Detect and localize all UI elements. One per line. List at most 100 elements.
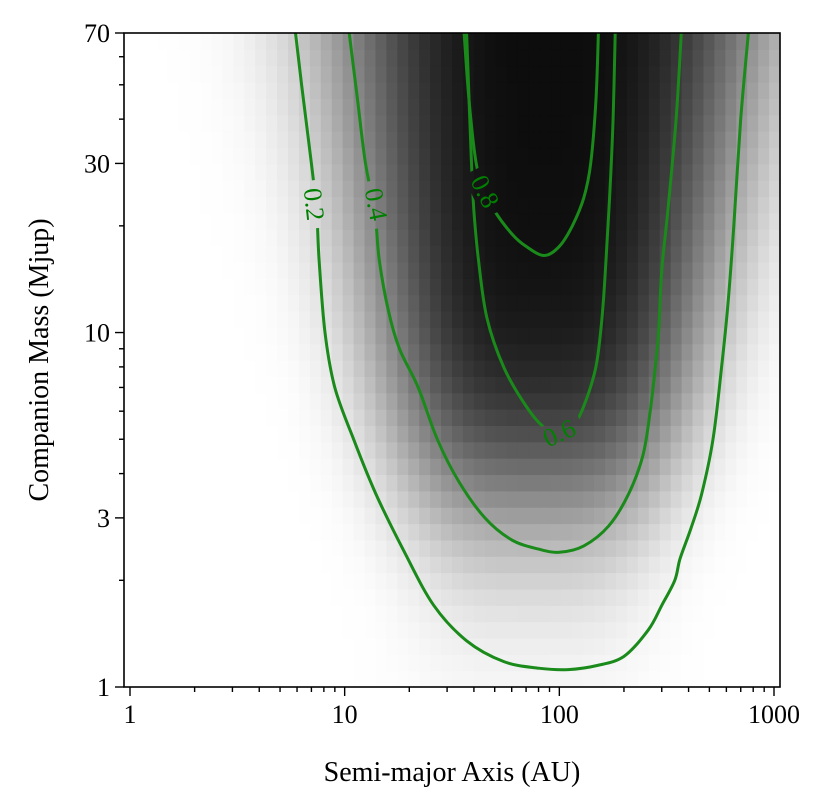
- heatmap-cell: [605, 278, 617, 296]
- heatmap-cell: [178, 621, 191, 639]
- heatmap-cell: [681, 49, 694, 67]
- heatmap-cell: [583, 556, 595, 574]
- heatmap-cell: [681, 605, 694, 623]
- heatmap-cell: [725, 392, 737, 410]
- heatmap-cell: [134, 65, 147, 83]
- heatmap-cell: [539, 114, 551, 132]
- heatmap-cell: [134, 523, 147, 541]
- heatmap-cell: [200, 441, 213, 459]
- heatmap-cell: [375, 360, 387, 377]
- heatmap-cell: [484, 278, 497, 296]
- heatmap-cell: [626, 196, 639, 214]
- heatmap-cell: [452, 114, 464, 132]
- heatmap-cell: [309, 98, 322, 116]
- heatmap-cell: [364, 327, 377, 345]
- heatmap-cell: [255, 229, 267, 247]
- heatmap-cell: [124, 392, 136, 410]
- heatmap-cell: [648, 163, 661, 181]
- heatmap-cell: [441, 163, 453, 181]
- heatmap-cell: [342, 425, 355, 443]
- heatmap-cell: [255, 376, 267, 394]
- heatmap-cell: [594, 180, 606, 198]
- heatmap-cell: [747, 490, 759, 508]
- heatmap-cell: [156, 278, 169, 296]
- heatmap-cell: [572, 294, 584, 312]
- heatmap-cell: [397, 376, 409, 394]
- heatmap-cell: [692, 310, 705, 328]
- heatmap-cell: [517, 33, 530, 50]
- heatmap-cell: [495, 360, 508, 377]
- heatmap-cell: [550, 114, 562, 132]
- heatmap-cell: [277, 343, 289, 361]
- heatmap-cell: [134, 605, 147, 623]
- heatmap-cell: [266, 278, 278, 296]
- heatmap-cell: [397, 588, 409, 606]
- heatmap-cell: [736, 196, 748, 214]
- heatmap-cell: [583, 278, 595, 296]
- heatmap-cell: [386, 65, 398, 83]
- heatmap-cell: [320, 180, 333, 198]
- heatmap-cell: [539, 212, 551, 230]
- heatmap-cell: [189, 539, 202, 557]
- heatmap-cell: [255, 212, 267, 230]
- heatmap-cell: [288, 523, 300, 541]
- heatmap-cell: [298, 474, 311, 492]
- heatmap-cell: [167, 229, 180, 247]
- heatmap-cell: [189, 131, 202, 149]
- heatmap-cell: [233, 360, 245, 377]
- heatmap-cell: [616, 98, 628, 116]
- heatmap-cell: [517, 670, 530, 687]
- heatmap-cell: [124, 229, 136, 247]
- heatmap-cell: [637, 343, 650, 361]
- heatmap-cell: [189, 98, 202, 116]
- heatmap-cell: [386, 376, 398, 394]
- heatmap-cell: [244, 294, 256, 312]
- heatmap-cell: [747, 474, 759, 492]
- heatmap-cell: [605, 637, 617, 655]
- heatmap-cell: [714, 458, 726, 476]
- heatmap-cell: [298, 131, 311, 149]
- heatmap-cell: [517, 343, 530, 361]
- heatmap-cell: [659, 245, 672, 263]
- heatmap-cell: [462, 327, 475, 345]
- heatmap-cell: [145, 147, 158, 165]
- heatmap-cell: [714, 114, 726, 132]
- heatmap-cell: [189, 392, 202, 410]
- heatmap-cell: [517, 556, 530, 574]
- heatmap-cell: [364, 131, 377, 149]
- heatmap-cell: [353, 343, 366, 361]
- heatmap-cell: [506, 163, 519, 181]
- heatmap-cell: [616, 131, 628, 149]
- heatmap-cell: [331, 261, 344, 279]
- heatmap-cell: [145, 588, 158, 606]
- heatmap-cell: [222, 409, 234, 426]
- heatmap-cell: [659, 507, 672, 525]
- heatmap-cell: [703, 147, 715, 165]
- heatmap-cell: [692, 605, 705, 623]
- heatmap-cell: [222, 392, 234, 410]
- heatmap-cell: [320, 523, 333, 541]
- heatmap-cell: [156, 507, 169, 525]
- heatmap-cell: [703, 441, 715, 459]
- heatmap-cell: [725, 180, 737, 198]
- heatmap-cell: [342, 392, 355, 410]
- heatmap-cell: [211, 425, 223, 443]
- heatmap-cell: [430, 147, 442, 165]
- heatmap-cell: [659, 65, 672, 83]
- heatmap-cell: [659, 458, 672, 476]
- heatmap-cell: [331, 654, 344, 672]
- heatmap-cell: [156, 294, 169, 312]
- heatmap-cell: [528, 458, 541, 476]
- heatmap-cell: [769, 131, 780, 149]
- heatmap-cell: [626, 621, 639, 639]
- heatmap-cell: [747, 310, 759, 328]
- heatmap-cell: [134, 229, 147, 247]
- heatmap-cell: [736, 229, 748, 247]
- heatmap-cell: [145, 196, 158, 214]
- heatmap-cell: [430, 572, 442, 590]
- heatmap-cell: [441, 654, 453, 672]
- heatmap-cell: [462, 180, 475, 198]
- heatmap-cell: [747, 294, 759, 312]
- heatmap-cell: [288, 588, 300, 606]
- heatmap-cell: [386, 310, 398, 328]
